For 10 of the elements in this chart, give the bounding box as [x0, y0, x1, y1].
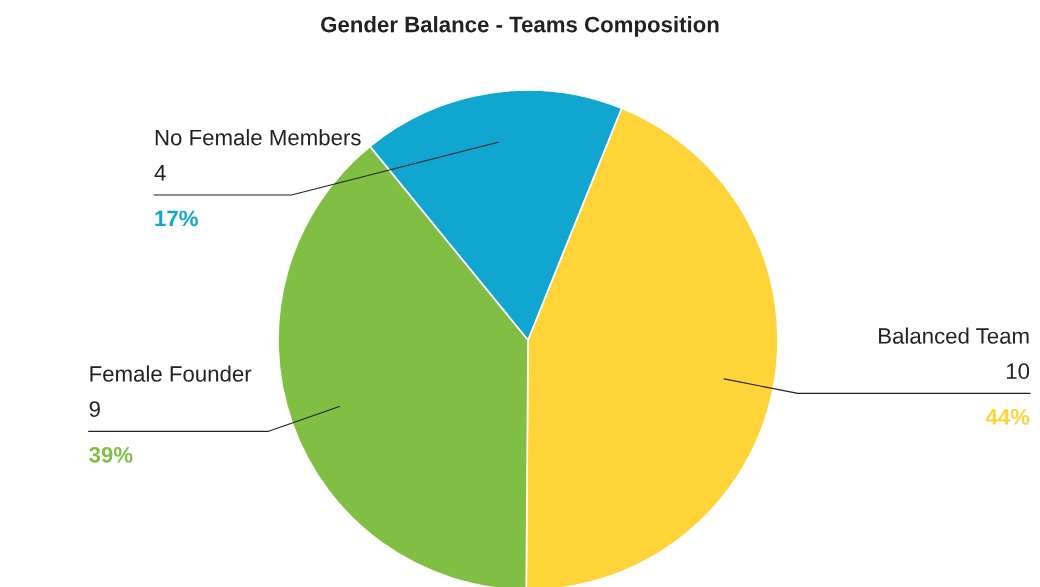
text: 10 — [1006, 363, 1030, 380]
text: 9 — [89, 401, 100, 417]
slice-label: Female Founder — [90, 365, 252, 382]
slice-label: No Female Members — [155, 129, 361, 146]
data-label: 17% — [155, 210, 198, 227]
slice-label: Balanced Team — [879, 327, 1029, 344]
data-label: 39% — [89, 446, 133, 463]
text: 4 — [154, 165, 166, 181]
chart-title: Gender Balance - Teams Composition — [321, 16, 719, 37]
data-label: 44% — [985, 409, 1030, 425]
